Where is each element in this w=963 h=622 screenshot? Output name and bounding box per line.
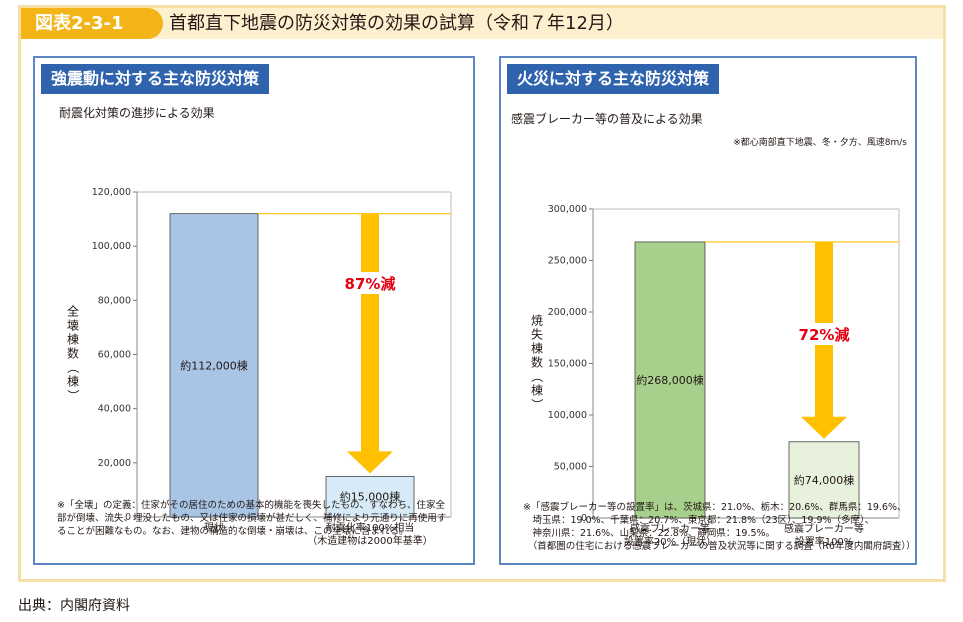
y-tick-label: 200,000	[548, 307, 587, 318]
x-tick-label: 感震ブレーカー等	[784, 522, 864, 535]
bar-value-label: 約15,000棟	[340, 490, 401, 504]
y-axis-label: 全	[67, 304, 79, 319]
x-tick-label: 設置率100%	[795, 535, 854, 548]
panel-seismic: 強震動に対する主な防災対策 耐震化対策の進捗による効果 0 20,000 40,00…	[33, 56, 475, 565]
y-tick-label: 120,000	[92, 187, 131, 198]
figure-title: 首都直下地震の防災対策の効果の試算（令和７年12月）	[169, 13, 624, 34]
bar	[169, 213, 259, 518]
reduction-label-bg	[336, 272, 404, 294]
figure-label: 図表2-3-1	[21, 8, 163, 39]
y-tick-label: 250,000	[548, 256, 587, 267]
panel-title-fire: 火災に対する主な防災対策	[507, 64, 720, 94]
y-axis-label: 棟	[67, 374, 79, 389]
y-tick-label: 60,000	[98, 350, 131, 361]
panel-subtitle-fire: 感震ブレーカー等の普及による効果	[511, 112, 703, 126]
bar-value-label: 約112,000棟	[180, 358, 248, 372]
x-tick-label: 耐震化率100%相当	[326, 521, 415, 534]
y-axis-label: （	[530, 370, 544, 382]
note-fire-line: （首都圏の住宅における感震ブレーカーの普及状況等に関する調査（R6年度内閣府調査…	[523, 541, 916, 552]
y-tick-label: 100,000	[92, 241, 131, 252]
x-tick-label: 感震ブレーカー等	[630, 522, 710, 535]
y-tick-label: 100,000	[548, 410, 587, 421]
chart-fire: 0 50,000 100,000 150,000 200,000 250,000 300,0…	[530, 204, 900, 548]
x-tick-label: 現状	[204, 521, 224, 534]
note-fire: ※「感震ブレーカー等の設置率」は、茨城県：21.0%、栃木：20.6%、群馬県：…	[523, 501, 916, 553]
y-axis-label: （	[66, 361, 80, 373]
y-axis-label: ）	[66, 389, 80, 401]
chart-seismic: 0 20,000 40,000 60,000 80,000 100,000 120,000 全…	[66, 187, 452, 547]
y-axis-label: 棟	[67, 332, 79, 347]
bar	[325, 475, 415, 518]
x-tick-label: （木造建物は2000年基準）	[307, 534, 432, 547]
y-axis-label: 棟	[531, 383, 543, 398]
panel-fire: 火災に対する主な防災対策 感震ブレーカー等の普及による効果 ※都心南部直下地震、…	[499, 56, 917, 565]
y-tick-label: 150,000	[548, 359, 587, 370]
y-axis-label: 焼	[531, 314, 543, 328]
source-credit: 出典：内閣府資料	[18, 598, 130, 614]
reduction-label: 87%減	[345, 275, 396, 293]
figure-header: 図表2-3-1 首都直下地震の防災対策の効果の試算（令和７年12月）	[21, 8, 943, 39]
note-fire-line: ※「感震ブレーカー等の設置率」は、茨城県：21.0%、栃木：20.6%、群馬県：…	[523, 502, 907, 513]
bar	[788, 441, 860, 519]
y-tick-label: 0	[581, 513, 587, 524]
y-axis-label: ）	[530, 398, 544, 410]
y-axis-label: 棟	[531, 341, 543, 356]
y-tick-label: 80,000	[98, 295, 131, 306]
note-fire-line: 神奈川県：21.6%、山梨県：22.8%、静岡県：19.5%。	[523, 528, 776, 539]
panel-title-seismic: 強震動に対する主な防災対策	[41, 64, 270, 94]
y-tick-label: 40,000	[98, 404, 131, 415]
y-axis-label: 数	[67, 346, 79, 361]
y-tick-label: 50,000	[554, 462, 587, 473]
note-seismic: ※「全壊」の定義：住家がその居住のための基本的機能を喪失したもの、すなわち、住家…	[57, 500, 447, 537]
bar-value-label: 約268,000棟	[636, 373, 704, 387]
y-axis-label: 数	[531, 355, 543, 370]
x-tick-label: 設置率20%（現状）	[624, 535, 716, 548]
chart-condition-note: ※都心南部直下地震、冬・夕方、風速8m/s	[733, 138, 907, 148]
note-fire-line: 埼玉県：19.0%、千葉県：20.7%、東京都：21.8%（23区）、19.9%…	[523, 515, 875, 526]
y-tick-label: 20,000	[98, 458, 131, 469]
y-tick-label: 0	[125, 512, 131, 523]
y-axis-label: 壊	[67, 319, 79, 333]
y-tick-label: 300,000	[548, 204, 587, 215]
y-axis-label: 失	[531, 327, 543, 342]
reduction-label-bg	[790, 323, 858, 345]
panel-subtitle-seismic: 耐震化対策の進捗による効果	[59, 106, 215, 120]
bar-value-label: 約74,000棟	[794, 473, 855, 487]
bar	[634, 241, 706, 519]
reduction-arrow	[347, 213, 393, 474]
reduction-label: 72%減	[799, 326, 850, 344]
